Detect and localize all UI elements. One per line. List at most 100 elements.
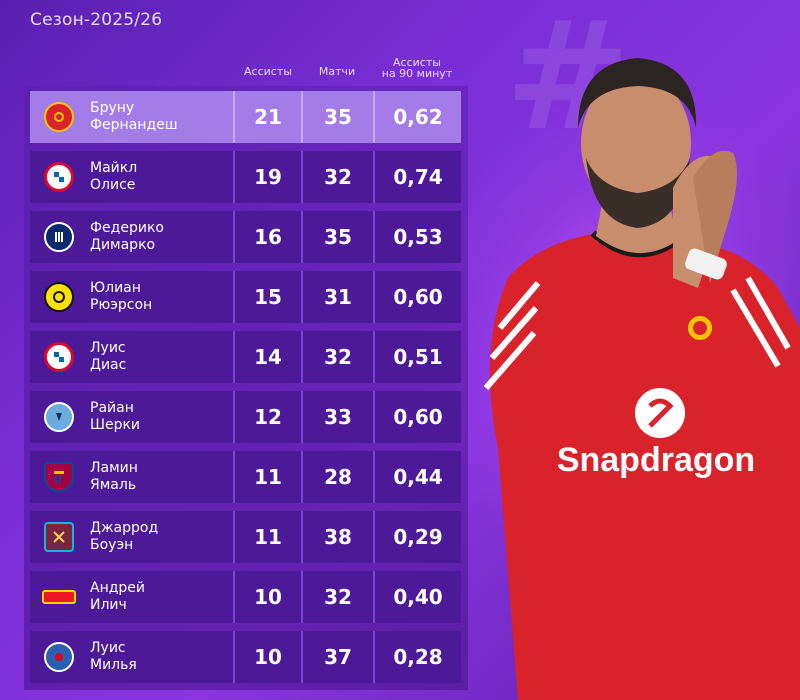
player-last-name: Шерки bbox=[90, 417, 141, 433]
player-last-name: Рюэрсон bbox=[90, 297, 153, 313]
assists-cell: 16 bbox=[233, 211, 301, 263]
per90-cell: 0,29 bbox=[373, 511, 461, 563]
matches-value: 32 bbox=[324, 345, 352, 369]
matches-value: 35 bbox=[324, 225, 352, 249]
player-name: Луис Милья bbox=[90, 640, 137, 674]
per90-cell: 0,28 bbox=[373, 631, 461, 683]
player-first-name: Бруну bbox=[90, 100, 135, 116]
matches-value: 37 bbox=[324, 645, 352, 669]
assists-value: 10 bbox=[254, 645, 282, 669]
season-title: Сезон-2025/26 bbox=[30, 10, 163, 30]
matches-cell: 28 bbox=[301, 451, 373, 503]
player-last-name: Милья bbox=[90, 657, 137, 673]
player-last-name: Диас bbox=[90, 357, 127, 373]
assists-cell: 15 bbox=[233, 271, 301, 323]
getafe-crest-icon bbox=[44, 642, 74, 672]
bayern-crest-icon bbox=[44, 342, 74, 372]
player-last-name: Димарко bbox=[90, 237, 156, 253]
per90-value: 0,51 bbox=[393, 345, 443, 369]
matches-value: 35 bbox=[324, 105, 352, 129]
per90-cell: 0,44 bbox=[373, 451, 461, 503]
assists-cell: 11 bbox=[233, 451, 301, 503]
player-photo: Snapdragon bbox=[483, 58, 800, 700]
bayern-crest-icon bbox=[44, 162, 74, 192]
player-last-name: Боуэн bbox=[90, 537, 134, 553]
column-header-per90-line2: на 90 минут bbox=[381, 67, 453, 80]
per90-value: 0,40 bbox=[393, 585, 443, 609]
player-cell: Луис Диас bbox=[30, 331, 233, 383]
player-first-name: Майкл bbox=[90, 160, 138, 176]
matches-cell: 35 bbox=[301, 91, 373, 143]
player-cell: Райан Шерки bbox=[30, 391, 233, 443]
table-row[interactable]: Юлиан Рюэрсон 15 31 0,60 bbox=[30, 271, 461, 323]
table-row[interactable]: Луис Диас 14 32 0,51 bbox=[30, 331, 461, 383]
player-cell: Бруну Фернандеш bbox=[30, 91, 233, 143]
assists-value: 12 bbox=[254, 405, 282, 429]
shirt-sponsor-text: Snapdragon bbox=[557, 441, 755, 479]
per90-value: 0,62 bbox=[393, 105, 443, 129]
assists-value: 11 bbox=[254, 525, 282, 549]
player-cell: Федерико Димарко bbox=[30, 211, 233, 263]
player-last-name: Фернандеш bbox=[90, 117, 178, 133]
per90-cell: 0,74 bbox=[373, 151, 461, 203]
player-last-name: Илич bbox=[90, 597, 127, 613]
per90-cell: 0,53 bbox=[373, 211, 461, 263]
matches-cell: 33 bbox=[301, 391, 373, 443]
table-row[interactable]: Ламин Ямаль 11 28 0,44 bbox=[30, 451, 461, 503]
assists-value: 16 bbox=[254, 225, 282, 249]
player-cell: Майкл Олисе bbox=[30, 151, 233, 203]
per90-cell: 0,51 bbox=[373, 331, 461, 383]
matches-cell: 32 bbox=[301, 571, 373, 623]
player-first-name: Юлиан bbox=[90, 280, 141, 296]
manchester-city-crest-icon bbox=[44, 402, 74, 432]
player-cell: Ламин Ямаль bbox=[30, 451, 233, 503]
player-first-name: Федерико bbox=[90, 220, 164, 236]
dortmund-crest-icon bbox=[44, 282, 74, 312]
player-cell: Юлиан Рюэрсон bbox=[30, 271, 233, 323]
player-cell: Луис Милья bbox=[30, 631, 233, 683]
matches-value: 28 bbox=[324, 465, 352, 489]
player-cell: Джаррод Боуэн bbox=[30, 511, 233, 563]
table-row[interactable]: Майкл Олисе 19 32 0,74 bbox=[30, 151, 461, 203]
per90-value: 0,28 bbox=[393, 645, 443, 669]
matches-cell: 32 bbox=[301, 331, 373, 383]
matches-cell: 35 bbox=[301, 211, 373, 263]
player-first-name: Джаррод bbox=[90, 520, 159, 536]
matches-value: 33 bbox=[324, 405, 352, 429]
manchester-united-crest-icon bbox=[44, 102, 74, 132]
per90-cell: 0,62 bbox=[373, 91, 461, 143]
barcelona-crest-icon bbox=[44, 462, 74, 492]
matches-value: 32 bbox=[324, 165, 352, 189]
player-name: Андрей Илич bbox=[90, 580, 145, 614]
table-row[interactable]: Андрей Илич 10 32 0,40 bbox=[30, 571, 461, 623]
assists-value: 19 bbox=[254, 165, 282, 189]
table-row[interactable]: Луис Милья 10 37 0,28 bbox=[30, 631, 461, 683]
per90-value: 0,60 bbox=[393, 285, 443, 309]
assists-value: 14 bbox=[254, 345, 282, 369]
assists-cell: 10 bbox=[233, 631, 301, 683]
player-first-name: Луис bbox=[90, 340, 126, 356]
player-shirt bbox=[490, 233, 800, 700]
player-first-name: Луис bbox=[90, 640, 126, 656]
table-row[interactable]: Райан Шерки 12 33 0,60 bbox=[30, 391, 461, 443]
player-cell: Андрей Илич bbox=[30, 571, 233, 623]
inter-crest-icon bbox=[44, 222, 74, 252]
column-header-matches: Матчи bbox=[318, 65, 356, 78]
per90-cell: 0,40 bbox=[373, 571, 461, 623]
per90-value: 0,44 bbox=[393, 465, 443, 489]
table-row[interactable]: Бруну Фернандеш 21 35 0,62 bbox=[30, 91, 461, 143]
player-name: Ламин Ямаль bbox=[90, 460, 138, 494]
player-name: Федерико Димарко bbox=[90, 220, 164, 254]
matches-cell: 32 bbox=[301, 151, 373, 203]
per90-value: 0,74 bbox=[393, 165, 443, 189]
table-row[interactable]: Джаррод Боуэн 11 38 0,29 bbox=[30, 511, 461, 563]
table-row[interactable]: Федерико Димарко 16 35 0,53 bbox=[30, 211, 461, 263]
column-header-per90: Ассисты на 90 минут bbox=[372, 57, 462, 79]
assists-value: 21 bbox=[254, 105, 282, 129]
player-name: Бруну Фернандеш bbox=[90, 100, 178, 134]
player-first-name: Ламин bbox=[90, 460, 138, 476]
player-first-name: Райан bbox=[90, 400, 134, 416]
per90-value: 0,29 bbox=[393, 525, 443, 549]
assists-cell: 12 bbox=[233, 391, 301, 443]
assists-value: 10 bbox=[254, 585, 282, 609]
